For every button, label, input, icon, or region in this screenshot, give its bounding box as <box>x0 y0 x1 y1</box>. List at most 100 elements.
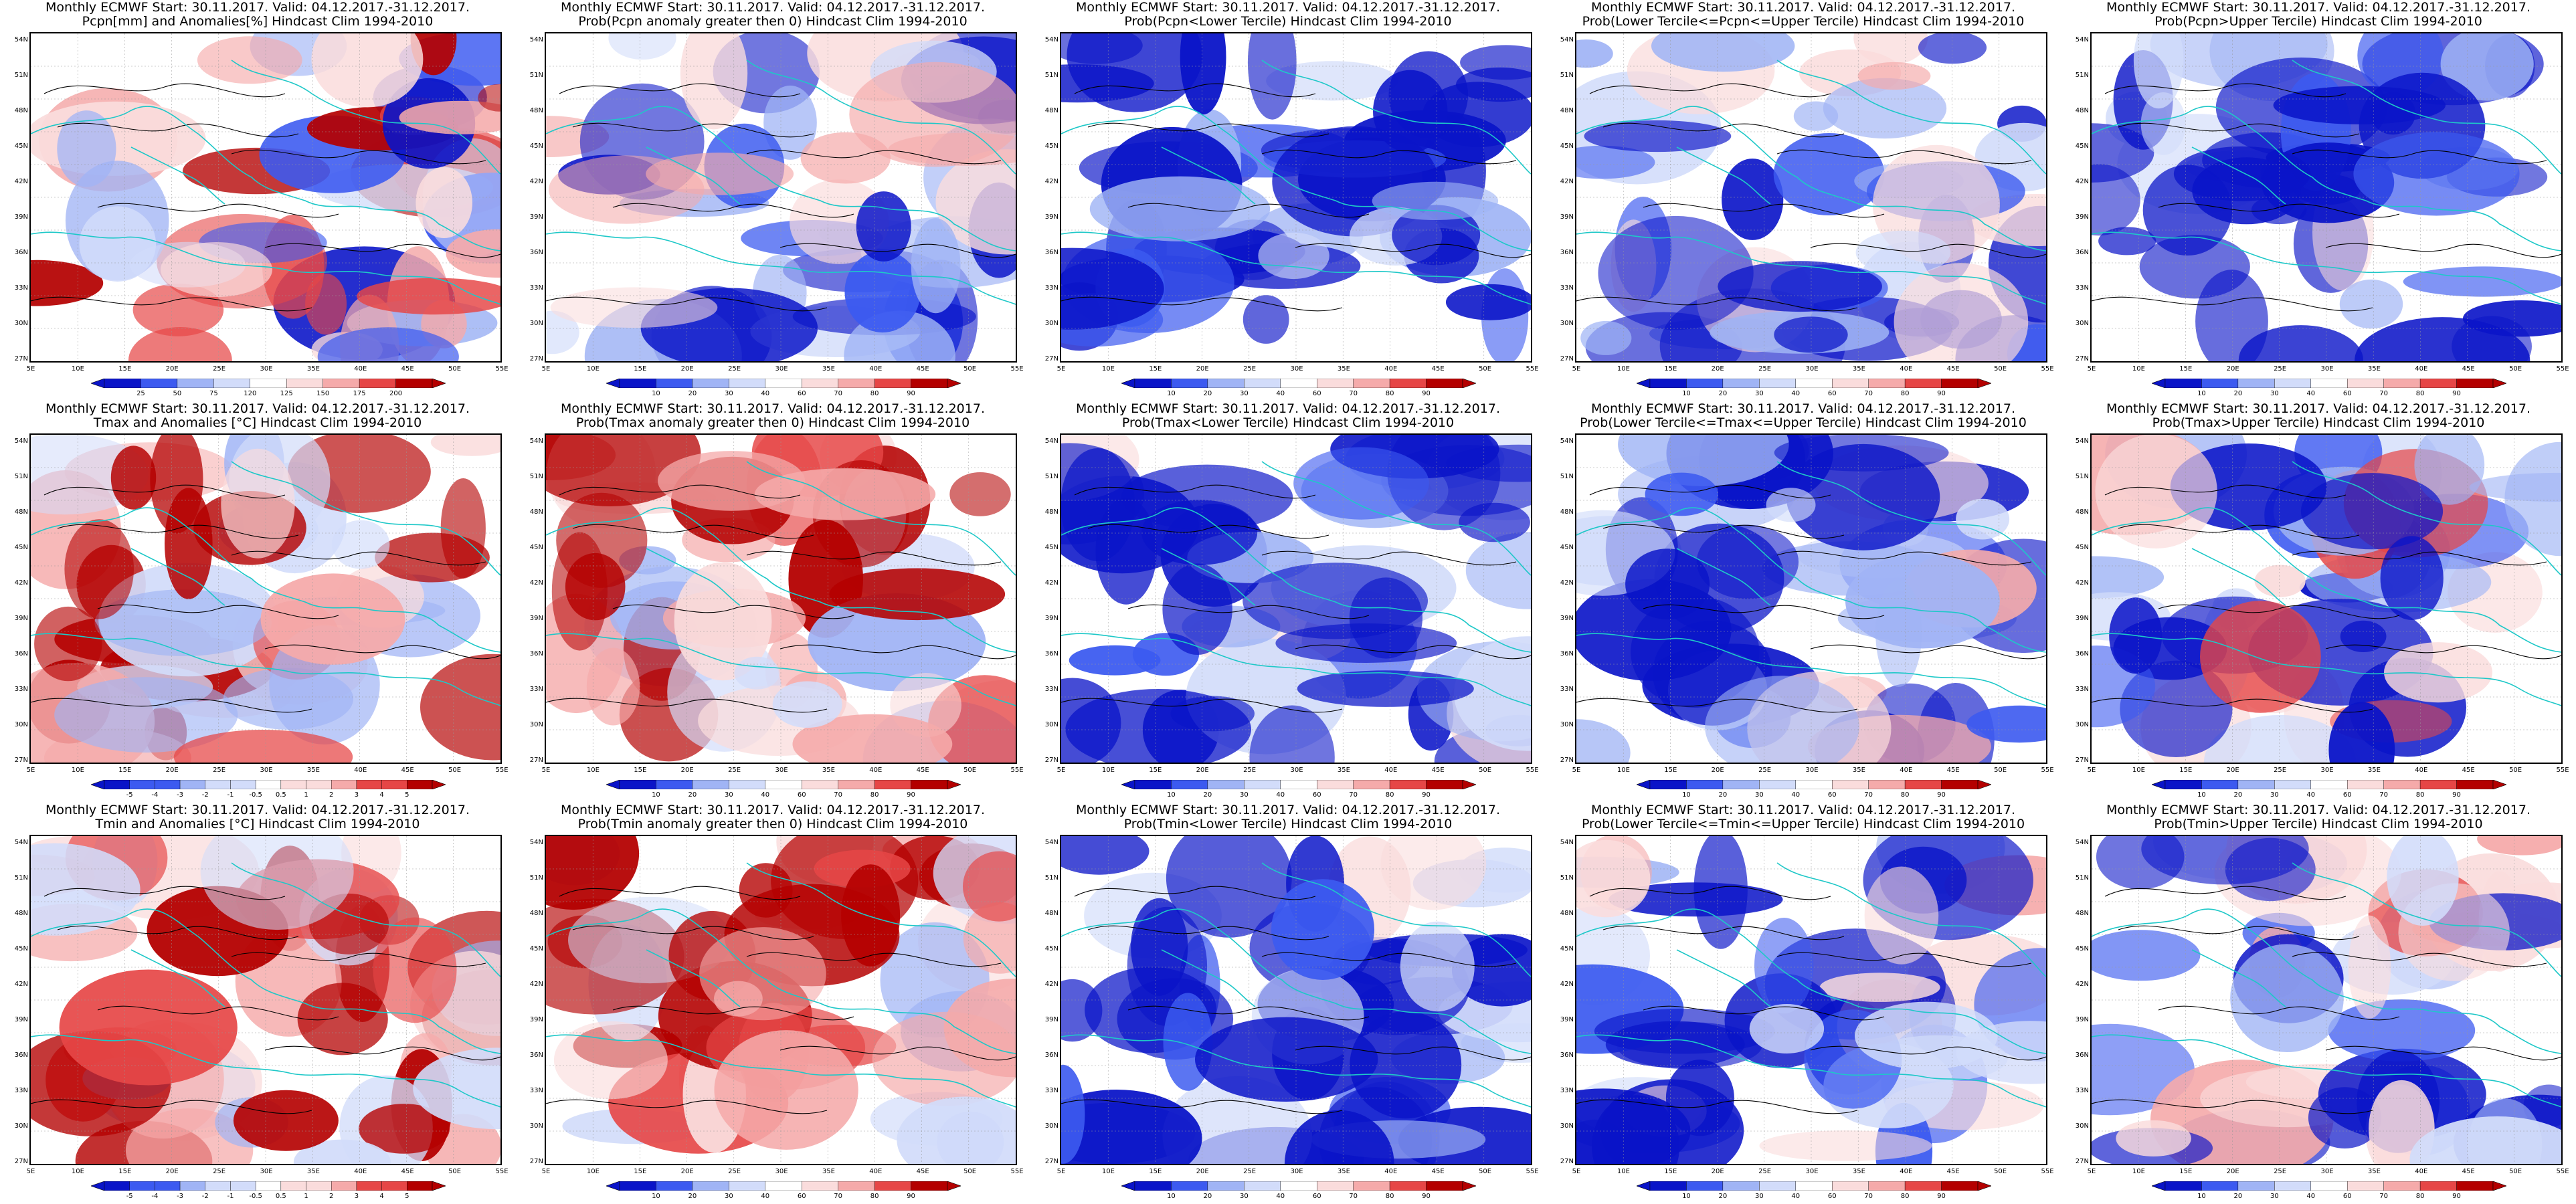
colorbar-label: 20 <box>688 791 697 799</box>
latitude-label: 51N <box>2075 72 2089 79</box>
colorbar-right-arrow <box>432 780 446 789</box>
colorbar-bin <box>1280 1181 1317 1191</box>
colorbar-label: 70 <box>1349 390 1358 397</box>
colorbar-label: 60 <box>1827 791 1837 799</box>
field-patch <box>31 260 104 306</box>
climatology-contour <box>31 1099 312 1114</box>
climatology-contour <box>746 550 1002 566</box>
colorbar-bin <box>802 1181 838 1191</box>
colorbar-label: 60 <box>2342 390 2352 397</box>
panel-header: Monthly ECMWF Start: 30.11.2017. Valid: … <box>1591 0 2015 15</box>
colorbar-right-arrow <box>1977 780 1991 789</box>
latitude-label: 51N <box>529 473 543 480</box>
field-patch <box>2409 1116 2561 1164</box>
climatology-contour <box>572 122 814 138</box>
longitude-label: 5E <box>26 1168 35 1175</box>
latitude-label: 54N <box>529 839 543 846</box>
coastline <box>1161 146 1256 205</box>
coastline <box>546 106 1016 252</box>
coastline <box>1061 633 1531 706</box>
coastline <box>546 633 1016 706</box>
latitude-label: 48N <box>2075 107 2089 114</box>
longitude-label: 55E <box>495 767 509 774</box>
panel-header: Monthly ECMWF Start: 30.11.2017. Valid: … <box>561 803 985 817</box>
colorbar-label: 80 <box>2415 390 2425 397</box>
longitude-label: 50E <box>1994 365 2007 373</box>
colorbar-bin <box>2347 780 2384 789</box>
latitude-label: 54N <box>14 437 28 445</box>
colorbar-label: 4 <box>379 1193 384 1200</box>
longitude-label: 25E <box>2274 767 2287 774</box>
climatology-contour <box>1810 644 2046 660</box>
coastline <box>1261 862 1531 977</box>
latitude-label: 51N <box>1560 874 1574 882</box>
map-canvas <box>546 836 1016 1164</box>
latitude-label: 27N <box>1560 757 1574 764</box>
colorbar-label: 30 <box>2270 1193 2279 1200</box>
map-canvas <box>1576 435 2046 763</box>
latitude-label: 30N <box>1560 1122 1574 1130</box>
field-patch <box>1465 532 1531 609</box>
map-canvas <box>2092 435 2561 763</box>
field-patch <box>1445 284 1531 320</box>
colorbar-bin <box>1389 379 1427 388</box>
field-patch <box>1855 1001 1998 1070</box>
climatology-contour <box>1776 952 2032 967</box>
climatology-contour <box>612 604 854 619</box>
colorbar-bin <box>874 1181 911 1191</box>
colorbar-label: 10 <box>1167 1193 1176 1200</box>
colorbar-label: 70 <box>2379 791 2389 799</box>
colorbar-bin <box>323 379 360 388</box>
longitude-label: 15E <box>1149 1168 1162 1175</box>
colorbar-label: 40 <box>1791 791 1801 799</box>
coastline <box>1776 862 2046 977</box>
colorbar-label: 70 <box>834 791 843 799</box>
colorbar-label: 30 <box>1754 390 1764 397</box>
longitude-label: 25E <box>1243 365 1257 373</box>
longitude-label: 15E <box>2179 767 2193 774</box>
colorbar-bin <box>205 1181 231 1191</box>
field-patch <box>110 445 157 510</box>
field-patch <box>2092 164 2140 236</box>
longitude-label: 55E <box>1010 1168 1024 1175</box>
panel-header: Monthly ECMWF Start: 30.11.2017. Valid: … <box>2106 0 2531 15</box>
colorbar-label: 150 <box>316 390 330 397</box>
longitude-label: 5E <box>541 1168 551 1175</box>
colorbar-label: 60 <box>797 791 806 799</box>
field-patch <box>293 1139 391 1164</box>
colorbar-bin <box>2310 1181 2348 1191</box>
latitude-label: 42N <box>14 178 28 185</box>
longitude-label: 40E <box>354 767 367 774</box>
field-patch <box>1875 579 1922 687</box>
latitude-label: 48N <box>1044 910 1059 917</box>
panel-header: Monthly ECMWF Start: 30.11.2017. Valid: … <box>1591 803 2015 817</box>
forecast-panel: Monthly ECMWF Start: 30.11.2017. Valid: … <box>1546 803 2061 1204</box>
colorbar-graphic <box>2152 379 2506 388</box>
field-patch <box>2387 836 2459 926</box>
longitude-label: 45E <box>1946 365 1960 373</box>
longitude-label: 30E <box>260 1168 273 1175</box>
latitude-label: 30N <box>529 1122 543 1130</box>
latitude-label: 42N <box>529 579 543 587</box>
coastline <box>2092 106 2561 252</box>
climatology-contour <box>2104 83 2347 98</box>
colorbar-label: 3 <box>354 1193 359 1200</box>
latitude-label: 30N <box>14 721 28 728</box>
latitude-label: 39N <box>1560 615 1574 622</box>
forecast-map <box>2090 835 2563 1165</box>
colorbar-label: 90 <box>907 1193 915 1200</box>
longitude-label: 25E <box>213 767 226 774</box>
latitude-label: 42N <box>529 178 543 185</box>
field-patch <box>1373 70 1448 153</box>
latitude-label: 27N <box>1044 1158 1059 1165</box>
latitude-label: 42N <box>2075 178 2089 185</box>
coastline <box>2092 908 2561 1054</box>
colorbar-label: 40 <box>1276 390 1285 397</box>
field-patch <box>1576 39 1613 68</box>
coastline <box>746 60 1016 175</box>
field-patch <box>1631 596 1760 708</box>
latitude-label: 51N <box>1044 473 1059 480</box>
colorbar-bin <box>1317 1181 1354 1191</box>
longitude-label: 20E <box>2226 365 2239 373</box>
latitude-label: 30N <box>529 721 543 728</box>
